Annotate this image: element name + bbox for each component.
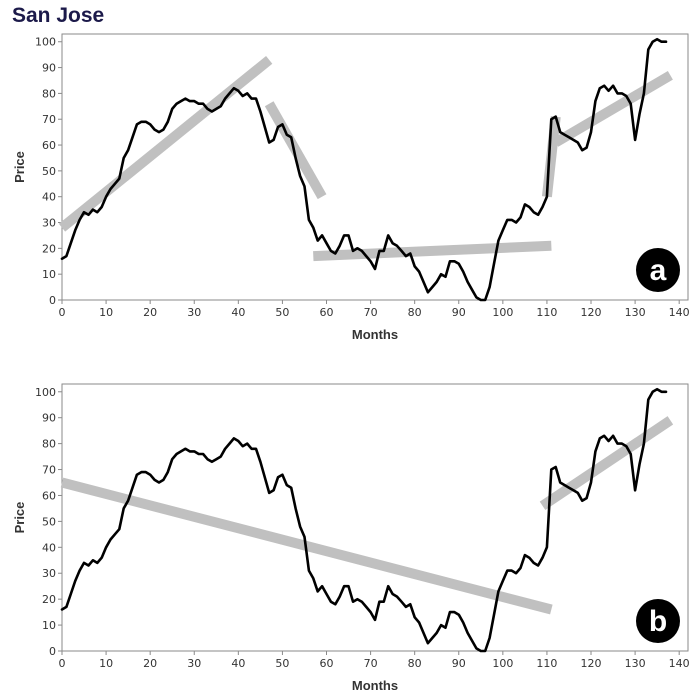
- price-series-line: [60, 37, 668, 302]
- x-tick-label: 130: [625, 657, 646, 670]
- x-tick-label: 10: [99, 306, 113, 319]
- y-tick-label: 30: [42, 567, 56, 580]
- y-tick-label: 40: [42, 541, 56, 554]
- x-axis-label: Months: [352, 678, 398, 693]
- y-tick-label: 20: [42, 593, 56, 606]
- x-tick-label: 30: [187, 306, 201, 319]
- x-tick-label: 80: [408, 306, 422, 319]
- y-tick-label: 80: [42, 438, 56, 451]
- panel-badge-label: b: [649, 605, 667, 638]
- x-tick-label: 20: [143, 657, 157, 670]
- trend-segment: [264, 101, 327, 200]
- x-tick-label: 80: [408, 657, 422, 670]
- x-tick-label: 40: [231, 306, 245, 319]
- y-tick-label: 80: [42, 87, 56, 100]
- y-tick-label: 0: [49, 294, 56, 307]
- x-tick-label: 30: [187, 657, 201, 670]
- trend-segment: [539, 416, 674, 510]
- x-tick-label: 90: [452, 657, 466, 670]
- x-tick-label: 0: [59, 306, 66, 319]
- y-tick-label: 90: [42, 412, 56, 425]
- y-tick-label: 70: [42, 464, 56, 477]
- y-tick-label: 30: [42, 217, 56, 230]
- x-tick-label: 140: [669, 306, 690, 319]
- x-tick-label: 50: [275, 306, 289, 319]
- panel-badge: [636, 248, 680, 292]
- y-tick-label: 100: [35, 386, 56, 399]
- trend-segment: [553, 71, 673, 147]
- y-tick-label: 60: [42, 139, 56, 152]
- y-axis-label: Price: [12, 502, 27, 534]
- chart-panel-a: 0 10 20 30 40 50 60 70 80 90 100 110 120 130 140 0 10 20 3…: [12, 33, 690, 342]
- x-tick-label: 60: [320, 306, 334, 319]
- x-tick-label: 110: [536, 657, 557, 670]
- x-tick-label: 10: [99, 657, 113, 670]
- x-tick-label: 110: [536, 306, 557, 319]
- x-axis-label: Months: [352, 327, 398, 342]
- panel-badge-label: a: [650, 254, 667, 287]
- y-tick-label: 60: [42, 489, 56, 502]
- x-tick-label: 20: [143, 306, 157, 319]
- page-title: San Jose: [12, 4, 105, 27]
- y-tick-label: 50: [42, 515, 56, 528]
- x-tick-label: 40: [231, 657, 245, 670]
- y-tick-label: 10: [42, 619, 56, 632]
- x-tick-label: 100: [492, 657, 513, 670]
- y-tick-label: 40: [42, 191, 56, 204]
- panel-badge: [636, 599, 680, 643]
- x-tick-label: 60: [320, 657, 334, 670]
- x-tick-label: 100: [492, 306, 513, 319]
- x-tick-label: 70: [364, 657, 378, 670]
- y-axis-label: Price: [12, 151, 27, 183]
- y-tick-label: 70: [42, 113, 56, 126]
- y-tick-label: 90: [42, 62, 56, 75]
- x-tick-label: 0: [59, 657, 66, 670]
- y-tick-label: 50: [42, 165, 56, 178]
- x-tick-label: 120: [581, 306, 602, 319]
- x-tick-label: 70: [364, 306, 378, 319]
- trend-segment: [313, 240, 552, 262]
- x-tick-label: 120: [581, 657, 602, 670]
- plot-area: [61, 33, 689, 301]
- x-tick-label: 130: [625, 306, 646, 319]
- y-tick-label: 10: [42, 268, 56, 281]
- price-series-line: [60, 387, 668, 653]
- x-tick-label: 140: [669, 657, 690, 670]
- y-tick-label: 0: [49, 645, 56, 658]
- chart-panel-b: 0 10 20 30 40 50 60 70 80 90 100 110 120 130 140 0 10 20 3…: [12, 383, 690, 693]
- y-tick-label: 20: [42, 242, 56, 255]
- plot-area: [61, 383, 689, 652]
- x-tick-label: 90: [452, 306, 466, 319]
- y-tick-label: 100: [35, 36, 56, 49]
- x-tick-label: 50: [275, 657, 289, 670]
